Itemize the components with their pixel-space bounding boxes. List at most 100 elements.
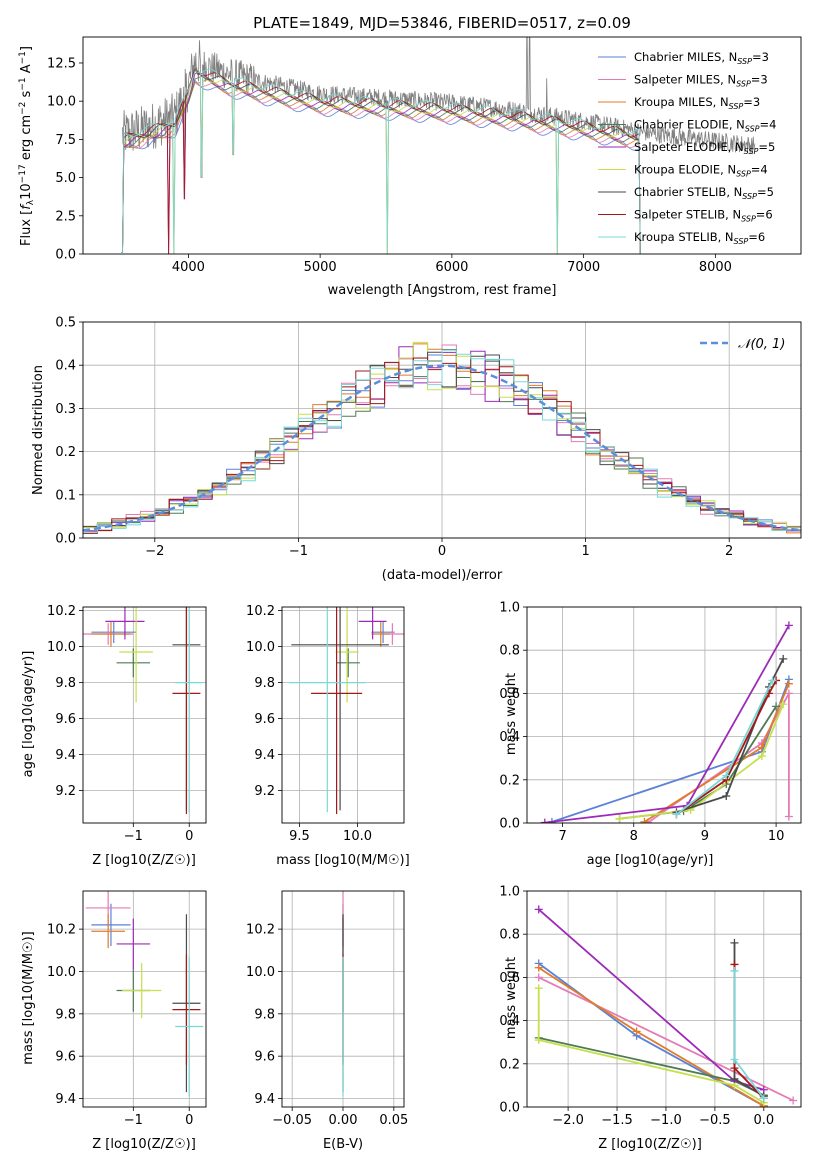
y-tick-label: 10.0 <box>246 965 275 980</box>
marker-kroupa_elodie <box>615 814 624 823</box>
x-tick-label: −0.05 <box>272 1113 312 1128</box>
plot-area <box>288 607 404 814</box>
normal-curve <box>83 364 801 532</box>
weight-vs-age-xlabel: age [log10(age/yr)] <box>587 853 714 868</box>
y-tick-label: 0.0 <box>55 532 76 547</box>
plot-area <box>121 37 756 254</box>
plot-area <box>83 607 204 814</box>
marker-kroupa_stelib <box>722 771 731 780</box>
y-tick-label: 10.2 <box>47 604 76 619</box>
y-tick-label: 0.4 <box>499 1014 520 1029</box>
y-tick-label: 0.4 <box>499 730 520 745</box>
y-tick-label: 1.0 <box>499 601 520 616</box>
y-tick-label: 9.6 <box>55 1050 76 1065</box>
residuals-panel: −2 −1 0 1 2 0.0 0.1 0.2 0.3 0.4 0.5 𝒩(0, 1) <box>55 316 802 559</box>
y-tick-label: 9.8 <box>55 676 76 691</box>
marker-salpeter_miles <box>789 1096 798 1105</box>
marker-kroupa_elodie <box>534 984 543 993</box>
mass-vs-Z-ylabel: mass [log10(M/M☉)] <box>21 931 36 1064</box>
spectrum-panel: 4000 5000 6000 7000 8000 0.0 2.5 5.0 7.5 10.0 12.5… <box>47 36 802 275</box>
marker-kroupa_miles <box>534 963 543 972</box>
x-tick-label: −2 <box>145 544 164 559</box>
marker-kroupa_stelib <box>730 1055 739 1064</box>
x-tick-label: 0.00 <box>329 1113 358 1128</box>
y-tick-label: 0.2 <box>55 445 76 460</box>
age-vs-metallicity-panel: −1 0 9.2 9.4 9.6 9.8 10.0 10.2 <box>47 604 207 844</box>
x-tick-label: 0.0 <box>753 1113 774 1128</box>
marker-kroupa_stelib <box>759 1094 768 1103</box>
marker-kroupa_elodie <box>779 700 788 709</box>
y-tick-label: 0.3 <box>55 402 76 417</box>
x-tick-label: −1 <box>289 544 308 559</box>
x-tick-label: −0.5 <box>699 1113 731 1128</box>
y-tick-label: 0.6 <box>499 687 520 702</box>
marker-chabrier_stelib <box>722 792 731 800</box>
marker-chabrier_stelib <box>730 938 739 947</box>
x-tick-label: −2.0 <box>552 1113 584 1128</box>
weight-line-salpeter_stelib <box>675 679 777 816</box>
y-tick-label: 0.2 <box>499 773 520 788</box>
y-tick-label: 10.0 <box>246 640 275 655</box>
marker-kroupa_miles <box>784 679 793 688</box>
x-tick-label: 7 <box>558 829 566 844</box>
mass-vs-Z-xlabel: Z [log10(Z/Z☉)] <box>92 1137 196 1152</box>
y-tick-label: 9.2 <box>254 784 275 799</box>
marker-chabrier_elodie <box>772 702 781 711</box>
y-tick-label: 10.0 <box>47 95 76 110</box>
marker-salpeter_miles <box>784 689 793 698</box>
marker-kroupa_stelib <box>768 676 777 685</box>
residuals-ylabel: Normed distribution <box>31 365 46 495</box>
marker-kroupa_miles <box>632 1027 641 1036</box>
y-tick-label: 0.1 <box>55 488 76 503</box>
legend-label: 𝒩(0, 1) <box>738 337 785 352</box>
y-tick-label: 9.2 <box>55 784 76 799</box>
y-tick-label: 10.2 <box>246 604 275 619</box>
marker-kroupa_miles <box>640 817 649 823</box>
x-tick-label: −1.0 <box>650 1113 682 1128</box>
plot-area <box>83 341 801 534</box>
y-tick-label: 9.4 <box>254 748 275 763</box>
marker-salpeter_miles <box>534 973 543 982</box>
residuals-xlabel: (data-model)/error <box>382 568 503 583</box>
marker-kroupa_elodie <box>534 1036 543 1045</box>
y-tick-label: 0.8 <box>499 644 520 659</box>
y-tick-label: 9.8 <box>254 676 275 691</box>
axes-frame <box>281 606 405 824</box>
x-tick-label: 10 <box>768 829 785 844</box>
marker-salpeter_stelib <box>730 1064 739 1073</box>
model-spectrum-chabrier_elodie <box>121 75 641 254</box>
x-tick-label: 1 <box>581 544 589 559</box>
y-tick-label: 10.0 <box>47 640 76 655</box>
x-tick-label: 0 <box>438 544 446 559</box>
spectrum-xlabel: wavelength [Angstrom, rest frame] <box>328 283 557 298</box>
model-spectrum-salpeter_miles <box>121 81 641 254</box>
x-tick-label: 9 <box>701 829 709 844</box>
y-tick-label: 0.5 <box>55 316 76 331</box>
x-tick-label: 8 <box>630 829 638 844</box>
legend-label: Salpeter ELODIE, NSSP=5 <box>634 140 775 156</box>
age-vs-Z-xlabel: Z [log10(Z/Z☉)] <box>92 853 196 868</box>
spectrum-ylabel: Flux [fλ10−17 erg cm−2 s−1 A−1] <box>18 46 36 246</box>
marker-salpeter_elodie <box>784 621 793 630</box>
plot-area <box>534 905 798 1107</box>
y-tick-label: 9.6 <box>55 712 76 727</box>
mass-vs-ebv-xlabel: E(B-V) <box>323 1137 363 1152</box>
age-vs-Z-ylabel: age [log10(age/yr)] <box>21 651 36 778</box>
marker-chabrier_stelib <box>730 1074 739 1083</box>
histogram-kroupa_elodie <box>83 341 801 529</box>
weight-line-chabrier_stelib <box>676 658 785 814</box>
mass-vs-metallicity-panel: −1 0 9.4 9.6 9.8 10.0 10.2 <box>47 890 207 1128</box>
axes-frame <box>82 321 802 539</box>
y-tick-label: 10.2 <box>47 923 76 938</box>
x-tick-label: −1 <box>124 829 143 844</box>
axes-frame <box>82 36 802 255</box>
x-tick-label: 0 <box>185 829 193 844</box>
y-tick-label: 0.2 <box>499 1057 520 1072</box>
weight-vs-Z-ylabel: mass weight <box>504 957 519 1039</box>
x-tick-label: 9.5 <box>289 829 310 844</box>
legend-label: Kroupa STELIB, NSSP=6 <box>634 230 765 246</box>
x-tick-label: 10.0 <box>343 829 372 844</box>
y-tick-label: 10.0 <box>47 965 76 980</box>
y-tick-label: 5.0 <box>55 171 76 186</box>
